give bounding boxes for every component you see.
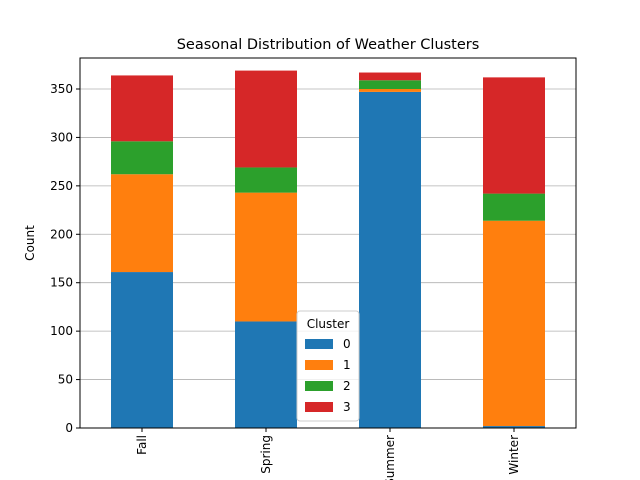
- x-tick-label: Winter: [507, 435, 521, 475]
- legend-swatch-cluster-1: [305, 360, 333, 370]
- y-tick-label: 200: [50, 227, 73, 241]
- x-tick-label: Fall: [135, 435, 149, 455]
- axes-frame: [79, 57, 577, 429]
- y-tick-label: 350: [50, 82, 73, 96]
- y-ticks: 0 50 100 150 200 250 300 350: [50, 82, 80, 435]
- bar-fall-cluster-0: [111, 272, 173, 428]
- legend-label-cluster-3: 3: [343, 400, 351, 414]
- legend: Cluster 0 1 2 3: [296, 310, 360, 422]
- bar-spring-cluster-3: [235, 70, 297, 168]
- x-ticks: Fall Spring Summer Winter: [135, 428, 521, 480]
- y-tick-label: 0: [65, 421, 73, 435]
- bar-spring-cluster-2: [235, 167, 297, 193]
- legend-label-cluster-0: 0: [343, 337, 351, 351]
- bars: [111, 70, 545, 429]
- y-tick-label: 100: [50, 324, 73, 338]
- y-axis-label: Count: [23, 225, 37, 261]
- bar-winter-cluster-2: [483, 193, 545, 221]
- x-tick-label: Summer: [383, 435, 397, 480]
- legend-label-cluster-2: 2: [343, 379, 351, 393]
- chart-title: Seasonal Distribution of Weather Cluster…: [177, 37, 480, 53]
- legend-swatch-cluster-0: [305, 339, 333, 349]
- bar-spring-cluster-1: [235, 192, 297, 322]
- bar-summer-cluster-2: [359, 80, 421, 89]
- legend-swatch-cluster-3: [305, 402, 333, 412]
- y-tick-label: 150: [50, 276, 73, 290]
- bar-winter-cluster-3: [483, 77, 545, 194]
- bar-winter-cluster-0: [483, 426, 545, 428]
- bar-winter-cluster-1: [483, 220, 545, 427]
- bar-fall-cluster-2: [111, 141, 173, 175]
- bar-fall-cluster-3: [111, 75, 173, 142]
- legend-label-cluster-1: 1: [343, 358, 351, 372]
- bar-spring-cluster-0: [235, 321, 297, 428]
- bar-summer-cluster-1: [359, 88, 421, 92]
- legend-swatch-cluster-2: [305, 381, 333, 391]
- bar-fall-cluster-1: [111, 174, 173, 273]
- y-tick-label: 250: [50, 179, 73, 193]
- bar-summer-cluster-3: [359, 72, 421, 81]
- bar-summer-cluster-0: [359, 91, 421, 429]
- y-tick-label: 300: [50, 130, 73, 144]
- legend-title: Cluster: [307, 317, 350, 331]
- x-tick-label: Spring: [259, 435, 273, 474]
- y-tick-label: 50: [58, 373, 73, 387]
